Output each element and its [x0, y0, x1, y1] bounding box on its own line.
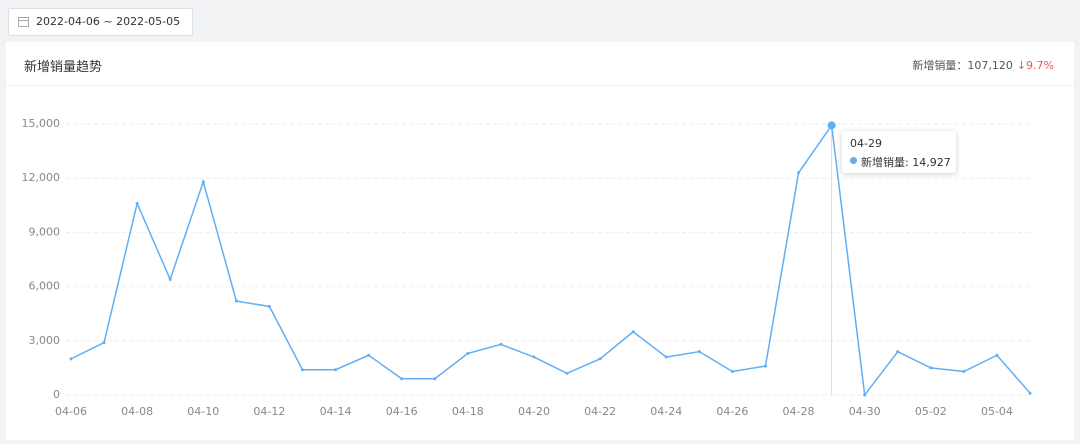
- x-tick-label: 04-10: [187, 405, 219, 418]
- line: [70, 123, 1031, 397]
- x-tick-label: 04-20: [518, 405, 550, 418]
- point: [367, 353, 371, 357]
- x-tick-label: 04-26: [716, 405, 748, 418]
- y-tick-label: 3,000: [29, 334, 61, 347]
- x-tick-label: 04-08: [121, 405, 153, 418]
- point: [433, 377, 437, 381]
- divider: [6, 85, 1074, 86]
- point: [168, 277, 172, 281]
- point: [532, 355, 536, 359]
- x-tick-label: 04-16: [386, 405, 418, 418]
- point: [565, 371, 569, 375]
- point: [763, 364, 767, 368]
- tooltip-title: 04-29: [850, 137, 882, 150]
- point: [466, 351, 470, 355]
- point: [400, 377, 404, 381]
- x-tick-label: 05-04: [981, 405, 1013, 418]
- change: ↓9.7%: [1016, 59, 1054, 72]
- x-tick-label: 04-24: [650, 405, 682, 418]
- point: [827, 121, 836, 130]
- y-tick-label: 15,000: [22, 117, 61, 130]
- y-tick-label: 12,000: [22, 171, 61, 184]
- y-tick-label: 9,000: [29, 225, 61, 238]
- x-tick-label: 04-14: [320, 405, 352, 418]
- point: [598, 357, 602, 361]
- point: [234, 299, 238, 303]
- point: [201, 180, 205, 184]
- point: [1028, 391, 1032, 395]
- point: [995, 353, 999, 357]
- point: [962, 370, 966, 374]
- date-picker[interactable]: 2022-04-06 ~ 2022-05-05: [8, 8, 193, 36]
- point: [300, 368, 304, 372]
- x-tick-label: 04-18: [452, 405, 484, 418]
- tooltip-text: 新增销量: 14,927: [861, 156, 951, 169]
- point: [896, 350, 900, 354]
- point: [499, 342, 503, 346]
- x-tick-label: 05-02: [915, 405, 947, 418]
- point: [135, 201, 139, 205]
- calendar-icon: [18, 17, 29, 27]
- point: [929, 366, 933, 370]
- summary-label: 新增销量：: [912, 59, 968, 72]
- y-tick-label: 0: [53, 388, 60, 401]
- tooltip-dot: [850, 157, 857, 164]
- point: [797, 171, 801, 175]
- point: [334, 368, 338, 372]
- point: [730, 370, 734, 374]
- date-range: 2022-04-06 ~ 2022-05-05: [36, 15, 181, 28]
- point: [664, 355, 668, 359]
- point: [267, 304, 271, 308]
- tooltip: 04-29 新增销量: 14,927: [842, 131, 956, 173]
- x-tick-label: 04-30: [849, 405, 881, 418]
- change-value: 9.7%: [1026, 59, 1054, 72]
- x-tick-label: 04-22: [584, 405, 616, 418]
- x-tick-label: 04-06: [55, 405, 87, 418]
- x-tick-label: 04-12: [253, 405, 285, 418]
- summary-value: 107,120: [967, 59, 1013, 72]
- point: [102, 341, 106, 345]
- point: [69, 357, 73, 361]
- chart-title: 新增销量趋势: [24, 60, 103, 75]
- x-tick-label: 04-28: [783, 405, 815, 418]
- summary: 新增销量：107,120 ↓9.7%: [912, 57, 1054, 73]
- point: [863, 393, 867, 397]
- y-tick-label: 6,000: [29, 280, 61, 293]
- point: [697, 350, 701, 354]
- point: [631, 330, 635, 334]
